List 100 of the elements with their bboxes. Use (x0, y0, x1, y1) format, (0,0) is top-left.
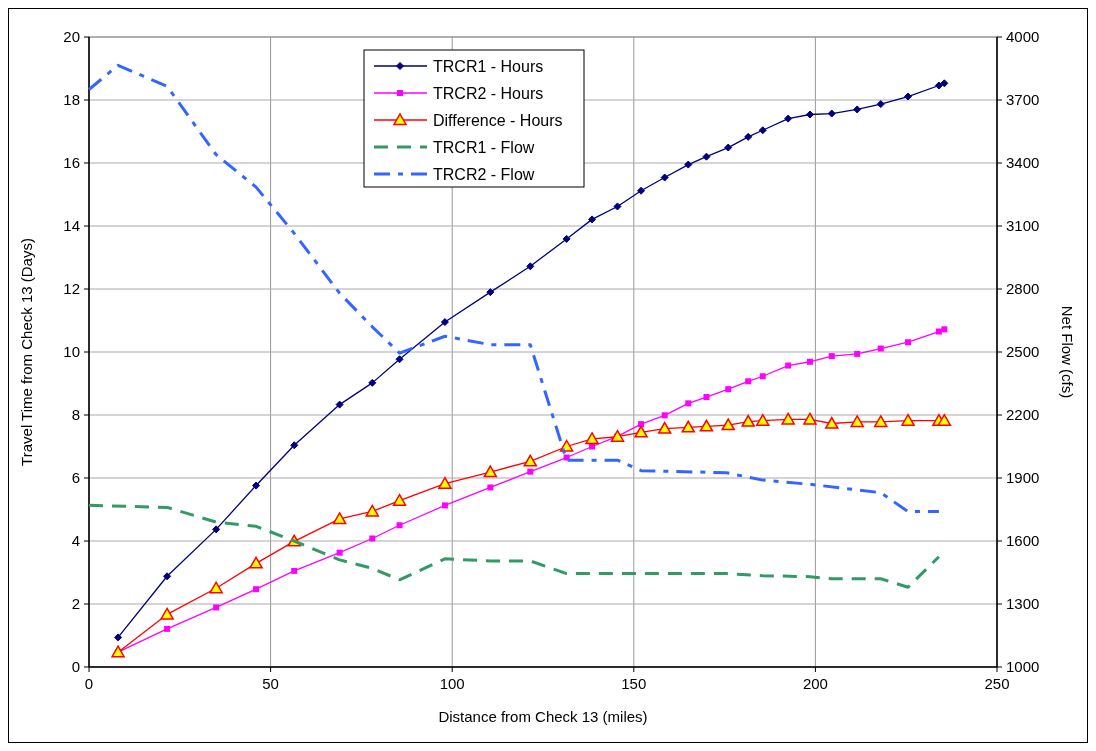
point (901, 413, 915, 426)
point (291, 567, 298, 574)
y2-axis-title: Net Flow (cfs) (1059, 305, 1076, 399)
point (209, 581, 223, 594)
point (483, 465, 498, 478)
point (759, 373, 766, 380)
point (904, 92, 913, 101)
point (335, 400, 344, 409)
point (252, 481, 261, 490)
point (876, 100, 885, 109)
y2-tick-label: 2800 (1006, 280, 1040, 297)
point (805, 110, 814, 119)
point (438, 476, 452, 489)
x-tick-label: 0 (84, 675, 94, 692)
legend-label: Difference - Hours (433, 112, 563, 129)
point (440, 318, 449, 327)
point (703, 394, 710, 401)
point (249, 556, 263, 569)
point (114, 633, 123, 642)
point (368, 378, 377, 387)
point (562, 234, 571, 243)
point (824, 416, 839, 429)
point (803, 412, 817, 425)
point (163, 572, 172, 581)
point (332, 512, 347, 525)
point (661, 412, 668, 419)
y2-tick-label: 1000 (1006, 658, 1040, 675)
point (164, 625, 171, 632)
point (526, 262, 535, 271)
y2-tick-label: 1300 (1006, 595, 1040, 612)
point (253, 586, 260, 593)
point (874, 415, 888, 428)
point (741, 414, 755, 427)
y2-tick-label: 1600 (1006, 532, 1040, 549)
point (610, 429, 625, 442)
point (160, 607, 174, 620)
point (702, 152, 711, 161)
y2-tick-label: 2500 (1006, 343, 1040, 360)
point (699, 419, 714, 432)
y-tick-label: 4 (71, 532, 80, 549)
point (934, 81, 943, 90)
x-tick-label: 250 (984, 675, 1010, 692)
point (634, 425, 648, 438)
y-tick-label: 12 (63, 280, 80, 297)
point (725, 386, 732, 393)
point (850, 415, 864, 428)
y-tick-label: 2 (71, 595, 80, 612)
point (781, 412, 795, 425)
y-tick-label: 18 (63, 91, 80, 108)
point (369, 535, 376, 542)
y-tick-label: 6 (71, 469, 80, 486)
legend-label: TRCR1 - Flow (433, 139, 535, 156)
x-tick-label: 150 (621, 675, 647, 692)
y2-tick-label: 4000 (1006, 28, 1040, 45)
point (755, 413, 770, 426)
legend-label: TRCR2 - Hours (433, 85, 544, 102)
point (785, 362, 792, 369)
line-series (87, 503, 941, 589)
point (828, 353, 835, 360)
point (486, 288, 495, 297)
point (660, 173, 669, 182)
y-tick-label: 14 (63, 217, 80, 234)
x-tick-label: 50 (262, 675, 279, 692)
y-axis-title: Travel Time from Check 13 (Days) (18, 238, 35, 466)
point (941, 326, 948, 333)
point (937, 413, 952, 426)
point (724, 143, 733, 152)
point (905, 339, 912, 346)
y2-tick-label: 2200 (1006, 406, 1040, 423)
point (657, 421, 672, 434)
point (854, 350, 861, 357)
point (523, 454, 538, 467)
point (396, 522, 403, 529)
y-tick-label: 20 (63, 28, 80, 45)
point (290, 441, 299, 450)
point (721, 418, 735, 431)
y-tick-label: 10 (63, 343, 80, 360)
point (213, 604, 220, 611)
legend-label: TRCR1 - Hours (433, 58, 544, 75)
point (637, 186, 646, 195)
legend-label: TRCR2 - Flow (433, 166, 535, 183)
y-tick-label: 8 (71, 406, 80, 423)
point (111, 645, 125, 658)
point (441, 502, 448, 509)
point (392, 493, 407, 506)
point (784, 114, 793, 123)
point (395, 355, 404, 364)
point (681, 420, 696, 433)
point (585, 432, 599, 445)
point (877, 345, 884, 352)
point (935, 328, 942, 335)
point (806, 358, 813, 365)
point (684, 160, 693, 169)
point (853, 105, 862, 114)
point (212, 525, 221, 534)
point (589, 443, 596, 450)
y-tick-label: 16 (63, 154, 80, 171)
x-tick-label: 200 (802, 675, 828, 692)
point (827, 109, 836, 118)
y2-tick-label: 3100 (1006, 217, 1040, 234)
